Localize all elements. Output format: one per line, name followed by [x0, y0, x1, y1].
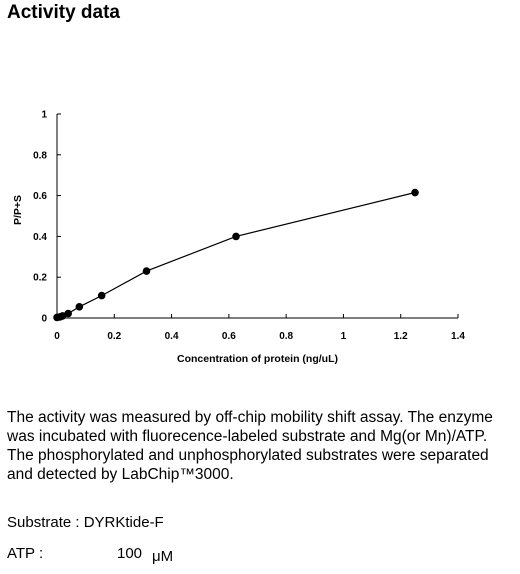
y-tick-label: 0 [41, 314, 47, 325]
y-axis: 0 0.2 0.4 0.6 0.8 1 [33, 110, 61, 325]
series-line [56, 191, 416, 318]
x-tick-label: 0 [54, 331, 60, 342]
assay-description: The activity was measured by off-chip mo… [7, 409, 493, 483]
x-tick-label: 0.6 [222, 331, 236, 342]
data-points [53, 188, 419, 322]
data-point [142, 267, 151, 275]
atp-value: 100 [117, 545, 143, 562]
data-point [64, 309, 72, 318]
data-point [232, 232, 240, 241]
section-heading: Activity data [7, 2, 120, 23]
data-point [97, 291, 106, 300]
x-tick-label: 1 [341, 331, 347, 342]
x-tick-label: 0.8 [279, 331, 293, 342]
x-tick-label: 1.2 [394, 331, 408, 342]
substrate-line: Substrate : DYRKtide-F [7, 514, 164, 531]
data-point [75, 302, 84, 311]
y-tick-label: 1 [41, 110, 47, 121]
y-tick-label: 0.2 [33, 273, 47, 284]
x-tick-label: 0.2 [107, 331, 121, 342]
atp-unit: μM [152, 548, 174, 565]
x-axis-title: Concentration of protein (ng/uL) [177, 353, 338, 365]
x-axis: 0 0.2 0.4 0.6 0.8 1 1.2 1.4 [54, 314, 465, 342]
activity-line-chart: 0 0.2 0.4 0.6 0.8 1 0 0.2 0.4 0.6 0.8 1 1.2 1.4 Conc… [12, 110, 465, 366]
y-tick-label: 0.4 [33, 232, 47, 243]
y-tick-label: 0.8 [33, 150, 47, 161]
atp-line: ATP : 100 μM [7, 545, 174, 565]
x-tick-label: 0.4 [165, 331, 179, 342]
x-tick-label: 1.4 [451, 331, 465, 342]
y-tick-label: 0.6 [33, 191, 47, 202]
y-axis-title: P/P+S [12, 195, 24, 225]
data-point [411, 188, 419, 197]
atp-label: ATP : [7, 545, 44, 562]
